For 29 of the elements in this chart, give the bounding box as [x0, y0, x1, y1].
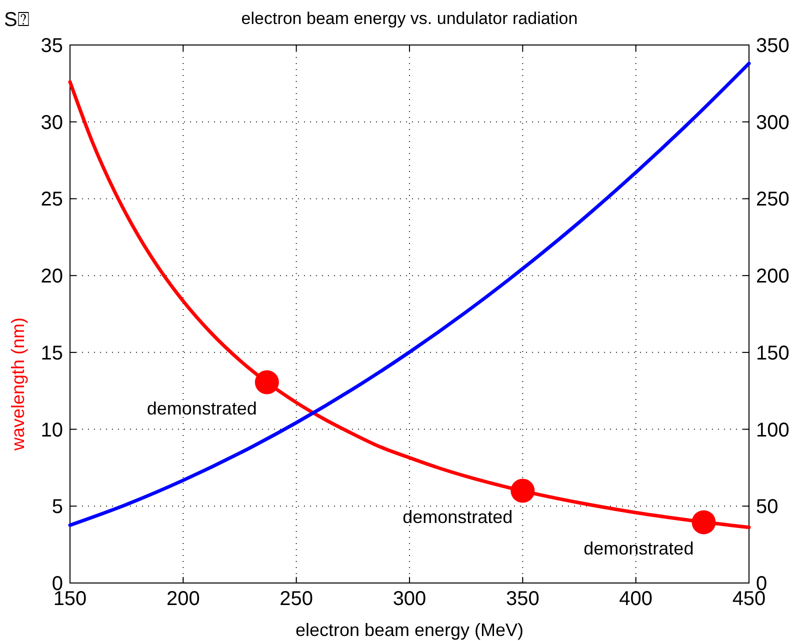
point [510, 478, 535, 503]
x-tick-label: 400 [619, 588, 653, 610]
y-tick-label: 15 [40, 342, 63, 364]
y2-tick-label: 300 [756, 112, 790, 134]
x-tick-label: 350 [506, 588, 540, 610]
y2-tick-label: 250 [756, 188, 790, 211]
annotation: demonstrated [584, 538, 694, 559]
y2-tick-label: 50 [756, 496, 778, 518]
y2-tick-label: 150 [756, 342, 790, 364]
text: S⍰ [4, 9, 30, 31]
x-tick-label: 250 [280, 588, 314, 610]
x-axis-title: electron beam energy (MeV) [295, 620, 524, 640]
y-axis-title: wavelength (nm) [8, 317, 28, 452]
y-tick-label: 20 [40, 266, 63, 288]
point [254, 370, 279, 394]
y2-tick-label: 350 [756, 35, 790, 57]
annotation: demonstrated [402, 507, 513, 528]
y-tick-label: 5 [52, 496, 63, 518]
y-tick-label: 25 [40, 188, 63, 211]
y-tick-label: 10 [40, 419, 63, 442]
x-tick-label: 200 [166, 588, 200, 610]
y-tick-label: 30 [40, 112, 63, 134]
annotation: demonstrated [146, 398, 257, 419]
point [692, 510, 716, 534]
y2-tick-label: 100 [756, 419, 790, 442]
y2-tick-label: 200 [756, 266, 790, 288]
x-tick-label: 300 [392, 588, 426, 610]
y-tick-label: 35 [40, 35, 63, 57]
chart-title: electron beam energy vs. undulator radiation [241, 9, 578, 28]
